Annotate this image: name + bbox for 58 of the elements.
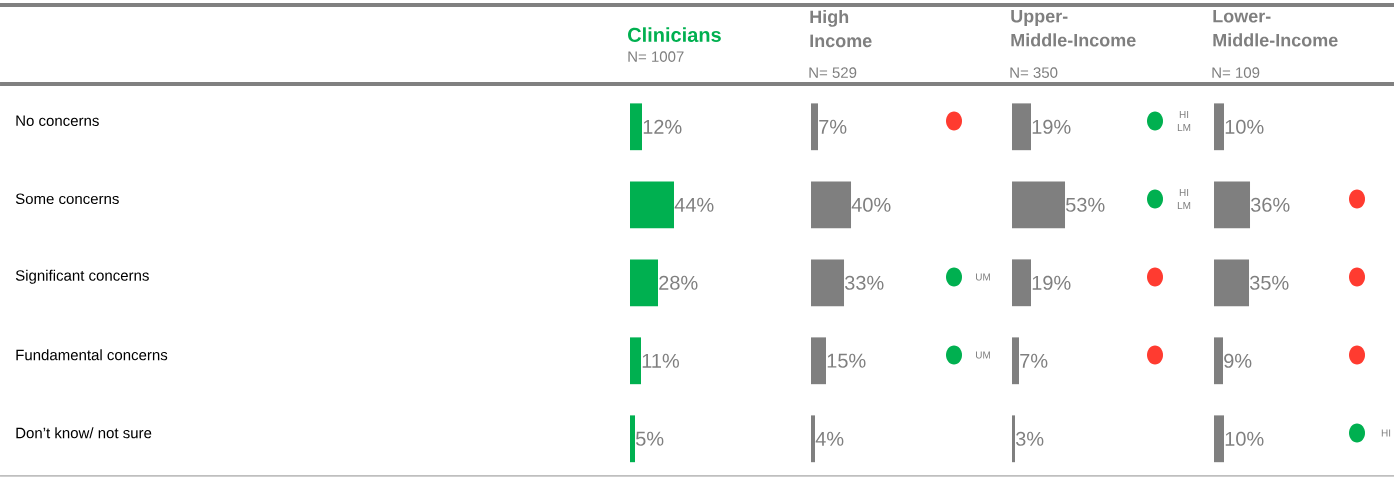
bar [1012, 415, 1016, 463]
data-label: 10% [1225, 119, 1264, 134]
data-label: 7% [819, 119, 847, 134]
y-tick-label: No concerns [16, 115, 99, 127]
bar [811, 415, 816, 463]
data-label: 4% [815, 431, 844, 446]
data-label: 15% [827, 353, 866, 368]
chart-subtitle: N= 109 [1212, 67, 1260, 78]
data-label: 11% [642, 353, 680, 368]
text: HI [1381, 429, 1391, 437]
data-label: 33% [844, 275, 884, 290]
bar [630, 415, 635, 463]
y-tick-label: Some concerns [15, 193, 119, 205]
data-label: 53% [1066, 197, 1105, 212]
y-tick-label: Fundamental concerns [16, 349, 168, 361]
bar [630, 181, 674, 229]
chart-title: Lower-Middle-Income [1213, 9, 1338, 47]
bar [630, 337, 641, 385]
text: HI LM [1177, 189, 1191, 209]
data-label: 28% [659, 275, 698, 290]
data-label: 5% [636, 431, 664, 446]
chart-title: Upper-Middle-Income [1011, 9, 1136, 47]
bar [630, 259, 658, 307]
data-label: 3% [1015, 431, 1044, 446]
y-tick-label: Don’t know/ not sure [16, 427, 152, 439]
bar [1214, 181, 1251, 229]
data-label: 9% [1224, 353, 1252, 368]
chart-subtitle: N= 350 [1010, 67, 1058, 78]
bar [1012, 259, 1032, 307]
bar [1214, 259, 1250, 307]
bar [1012, 103, 1032, 151]
text: UM [976, 351, 990, 359]
chart-title: High Income [810, 9, 872, 48]
y-tick-label: Significant concerns [15, 269, 149, 284]
bar [630, 103, 642, 151]
bar [811, 103, 819, 151]
data-label: 19% [1032, 119, 1071, 134]
data-label: 12% [643, 119, 682, 134]
chart-title: Clinicians [628, 27, 721, 42]
text: UM [976, 273, 990, 281]
data-label: 40% [851, 197, 891, 212]
bar [1012, 181, 1066, 229]
text: HI LM [1177, 111, 1191, 131]
chart-subtitle: N= 529 [809, 67, 857, 78]
bar [811, 181, 852, 229]
chart-subtitle: N= 1007 [628, 51, 684, 62]
data-label: 7% [1020, 353, 1048, 368]
data-label: 44% [674, 197, 714, 212]
bar [1012, 337, 1020, 385]
bar [1214, 103, 1225, 151]
data-label: 36% [1250, 197, 1290, 212]
bar [811, 259, 845, 307]
bar [1214, 337, 1224, 385]
bar [811, 337, 827, 385]
data-label: 10% [1225, 431, 1264, 446]
data-label: 35% [1249, 275, 1289, 290]
data-label: 19% [1032, 275, 1071, 290]
bar [1214, 415, 1225, 463]
